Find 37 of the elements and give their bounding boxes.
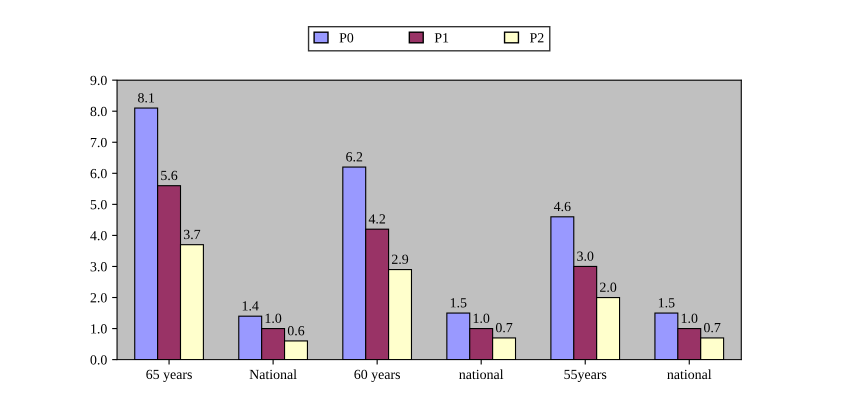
y-tick-label: 1.0 [91,324,107,334]
x-tick-label: 65 years [146,370,192,382]
data-label: 1.0 [682,314,698,324]
data-label: 6.2 [346,152,362,162]
y-tick-label: 8.0 [90,106,107,116]
data-label: 2.0 [600,282,616,292]
y-tick-label: 0.0 [90,355,107,365]
y-tick-label: 7.0 [90,138,107,148]
data-label: 1.0 [474,314,490,324]
data-label: 0.7 [496,322,512,332]
y-tick-label: 5.0 [90,200,107,210]
data-label: 8.1 [138,93,154,103]
data-label: 4.6 [554,202,571,212]
data-label: 0.7 [704,322,720,332]
data-label: 5.6 [161,170,178,180]
y-tick-label: 2.0 [90,293,107,303]
y-tick-label: 3.0 [90,262,107,272]
x-tick-label: National [250,369,297,380]
data-label: 1.5 [658,298,675,308]
data-label: 4.2 [368,214,386,224]
y-tick-label: 9.0 [90,76,107,86]
data-label: 2.9 [392,254,408,264]
legend-label: P2 [530,33,544,42]
data-label: 1.5 [450,298,466,308]
data-label: 0.6 [288,326,304,336]
x-tick-label: 55years [564,370,606,382]
y-tick-label: 4.0 [90,230,107,240]
data-label: 3.7 [184,230,200,240]
x-tick-label: 60 years [354,370,400,382]
x-tick-label: national [667,369,712,380]
y-tick-label: 6.0 [90,168,107,178]
x-tick-label: national [459,369,504,380]
data-label: 1.4 [242,301,259,311]
data-label: 3.0 [577,251,594,261]
legend-label: P0 [340,33,354,42]
legend-label: P1 [434,33,448,42]
data-label: 1.0 [266,314,282,324]
